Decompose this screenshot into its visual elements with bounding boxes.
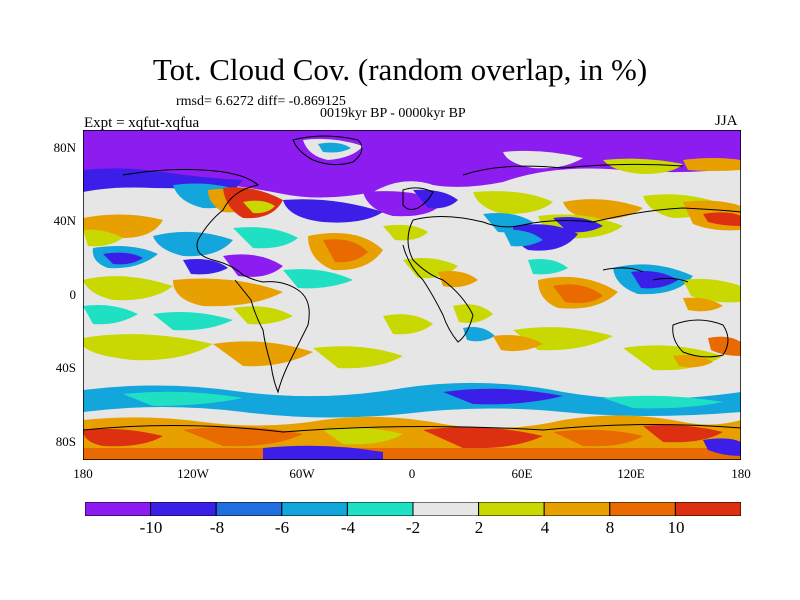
southern-ocean-negative: [83, 382, 741, 418]
region-pos: [243, 200, 275, 214]
lon-label-60e: 60E: [511, 466, 533, 481]
australia-coastline: [672, 319, 729, 358]
colorbar-label: 4: [540, 518, 550, 537]
region-pos: [83, 428, 163, 447]
colorbar-label: -6: [274, 518, 290, 537]
greenland-coastline: [292, 135, 363, 166]
lat-label-eq: 0: [69, 287, 77, 302]
region-neg: [528, 259, 568, 275]
colorbar-box: [543, 502, 611, 516]
region-neg: [463, 327, 495, 342]
colorbar-label: 2: [474, 518, 484, 537]
colorbar-label: 10: [667, 518, 685, 537]
region-pos: [453, 304, 493, 323]
season-label: JJA: [715, 113, 738, 129]
region-neg: [263, 445, 383, 460]
region-pos: [683, 297, 723, 312]
region-neg: [103, 252, 143, 265]
region-neg: [283, 199, 383, 223]
lon-label-60w: 60W: [289, 466, 315, 481]
region-neg: [503, 229, 543, 247]
experiment-label: Expt = xqfut-xqfua: [84, 115, 200, 131]
colorbar-box: [85, 502, 152, 516]
region-pos: [383, 224, 428, 241]
region-neg: [183, 259, 228, 275]
region-pos: [323, 427, 403, 445]
region-pos: [183, 426, 303, 447]
region-pos: [83, 334, 213, 361]
cloud-cover-map: [83, 130, 741, 460]
region-pos: [383, 314, 433, 335]
region-neg: [318, 142, 351, 153]
region-neg: [413, 189, 458, 209]
americas-coastline: [122, 169, 310, 394]
region-pos: [473, 191, 553, 215]
eurasia-africa-coastline: [402, 207, 741, 343]
colorbar-label: -4: [340, 518, 356, 537]
colorbar-label: -8: [209, 518, 225, 537]
region-pos: [553, 429, 643, 447]
colorbar-box: [150, 502, 217, 516]
lon-label-180w: 180: [73, 466, 93, 481]
colorbar-label: 8: [605, 518, 615, 537]
colorbar-box: [478, 502, 545, 516]
lon-label-180e: 180: [731, 466, 751, 481]
region-pos: [313, 346, 403, 369]
region-pos: [213, 341, 313, 367]
region-pos: [563, 199, 643, 220]
colorbar-label: -10: [139, 518, 163, 537]
colorbar-label: -2: [405, 518, 421, 537]
region-pos: [708, 336, 741, 356]
region-pos: [703, 212, 741, 226]
region-pos: [603, 158, 683, 174]
region-pos: [493, 335, 543, 352]
lat-label-80s: 80S: [55, 434, 76, 449]
region-pos: [683, 278, 741, 303]
lat-label-80n: 80N: [53, 140, 76, 155]
colorbar: [85, 502, 741, 516]
lon-label-120w: 120W: [177, 466, 209, 481]
antarctica-coastline: [83, 423, 741, 433]
lat-label-40s: 40S: [55, 360, 76, 375]
region-neg: [233, 227, 298, 249]
colorbar-box: [281, 502, 348, 516]
region-pos: [83, 276, 173, 301]
region-pos: [83, 229, 123, 247]
colorbar-box: [674, 502, 741, 516]
region-pos: [423, 427, 543, 449]
colorbar-box: [609, 502, 676, 516]
region-neg: [83, 305, 138, 325]
region-pos: [673, 354, 713, 368]
region-neutral: [503, 150, 583, 169]
region-neg: [123, 391, 243, 406]
maritime-continent-coastline: [602, 267, 689, 283]
lat-label-40n: 40N: [53, 213, 76, 228]
colorbar-box: [346, 502, 414, 516]
region-neg: [153, 231, 233, 257]
region-pos: [323, 239, 368, 263]
region-neg: [153, 312, 233, 331]
region-pos: [438, 271, 478, 288]
arctic-negative: [83, 130, 741, 198]
region-pos: [233, 306, 293, 325]
region-pos: [553, 284, 603, 304]
period-subtitle: 0019kyr BP - 0000kyr BP: [320, 106, 466, 121]
region-pos: [683, 158, 741, 171]
coastlines: [83, 135, 741, 433]
colorbar-box: [412, 502, 480, 516]
region-neg: [703, 438, 741, 456]
region-neg: [443, 388, 563, 405]
region-pos: [643, 424, 723, 443]
region-neg: [603, 395, 723, 409]
siberia-coastline: [462, 163, 684, 176]
region-neg: [283, 269, 353, 289]
region-pos: [83, 448, 741, 460]
plot-title: Tot. Cloud Cov. (random overlap, in %): [152, 52, 648, 87]
rmsd-diff-stats: rmsd= 6.6272 diff= -0.869125: [176, 94, 346, 109]
colorbar-box: [215, 502, 283, 516]
lon-label-120e: 120E: [617, 466, 645, 481]
lon-label-0: 0: [408, 466, 416, 481]
region-pos: [173, 278, 283, 307]
british-isles-coastline: [402, 187, 434, 210]
